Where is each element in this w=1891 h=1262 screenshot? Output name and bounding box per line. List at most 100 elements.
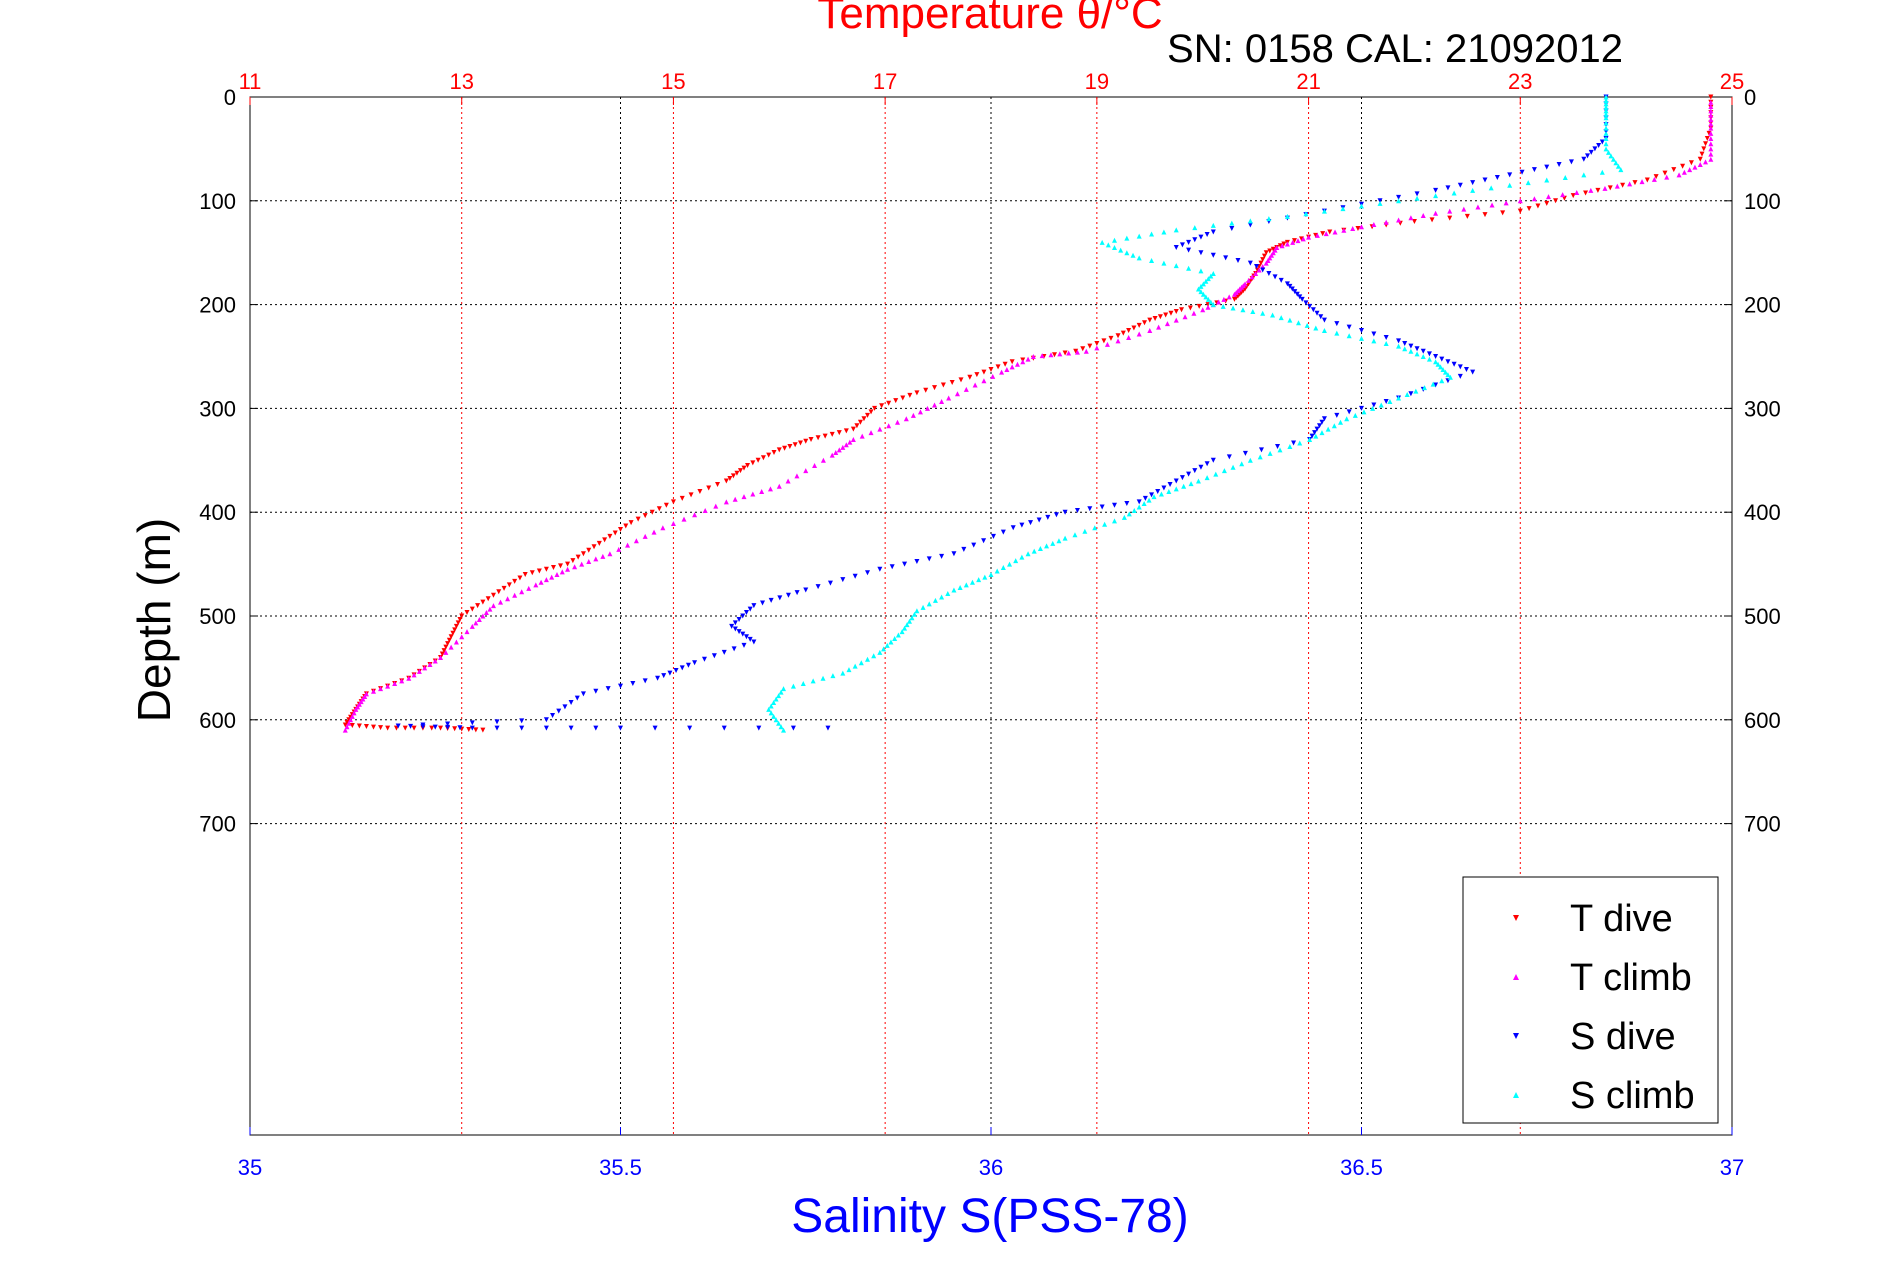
data-point xyxy=(1313,325,1319,331)
data-point xyxy=(1475,204,1481,210)
data-point xyxy=(1588,187,1594,193)
data-point xyxy=(1203,278,1209,284)
data-point xyxy=(1433,187,1439,193)
data-point xyxy=(633,538,639,544)
data-point xyxy=(1681,169,1687,175)
data-point xyxy=(1200,291,1206,297)
data-point xyxy=(1019,522,1025,528)
data-point xyxy=(1708,141,1714,147)
data-point xyxy=(1560,192,1566,198)
data-point xyxy=(649,509,655,515)
data-point xyxy=(1396,198,1402,204)
data-point xyxy=(1009,364,1015,370)
data-point xyxy=(1408,343,1414,349)
data-point xyxy=(981,369,987,375)
data-point xyxy=(1149,231,1155,237)
data-point xyxy=(1414,191,1420,197)
data-point xyxy=(1062,535,1068,541)
data-point xyxy=(565,566,571,572)
data-point xyxy=(692,660,698,666)
data-point xyxy=(771,700,777,705)
data-point xyxy=(586,547,592,553)
data-point xyxy=(1464,213,1470,219)
data-point xyxy=(1338,419,1344,425)
data-point xyxy=(1603,146,1609,152)
data-point xyxy=(1231,296,1237,302)
data-point xyxy=(411,725,417,731)
data-point xyxy=(1115,333,1121,339)
data-point xyxy=(1161,229,1167,235)
data-point xyxy=(596,540,602,546)
temperature-tick-label: 17 xyxy=(873,69,897,94)
data-point xyxy=(776,447,782,453)
y-tick-label-right: 400 xyxy=(1744,500,1781,525)
data-point xyxy=(776,693,782,699)
data-point xyxy=(656,506,662,512)
data-point xyxy=(852,573,858,579)
data-point xyxy=(1074,507,1080,513)
data-point xyxy=(988,366,994,372)
data-point xyxy=(697,488,703,494)
data-point xyxy=(1402,346,1408,352)
data-point xyxy=(1445,372,1451,378)
data-point xyxy=(751,639,757,645)
data-point xyxy=(455,620,461,626)
data-point xyxy=(616,546,622,552)
data-point xyxy=(1235,257,1241,263)
data-point xyxy=(512,578,518,584)
data-point xyxy=(1346,409,1352,415)
data-point xyxy=(1519,169,1525,175)
data-point xyxy=(1242,281,1248,287)
data-point xyxy=(1136,255,1142,261)
data-point xyxy=(1186,471,1192,477)
data-point xyxy=(771,450,777,456)
data-point xyxy=(459,613,465,619)
data-point xyxy=(612,530,618,536)
data-point xyxy=(1676,172,1682,178)
data-point xyxy=(1205,276,1211,282)
data-point xyxy=(1581,172,1587,178)
data-point xyxy=(1267,450,1273,456)
data-point xyxy=(803,587,809,593)
data-point xyxy=(914,608,920,614)
data-point xyxy=(731,646,737,652)
data-point xyxy=(1221,296,1227,302)
data-point xyxy=(1007,561,1013,567)
data-point xyxy=(1118,247,1124,253)
data-point xyxy=(963,582,969,588)
data-point xyxy=(1708,125,1714,131)
data-point xyxy=(618,725,623,731)
data-point xyxy=(480,599,486,605)
data-point xyxy=(360,696,366,702)
data-point xyxy=(1603,130,1609,136)
data-point xyxy=(1223,255,1229,261)
data-point xyxy=(932,385,938,391)
data-point xyxy=(1396,194,1402,200)
data-point xyxy=(946,395,952,401)
data-point xyxy=(982,574,988,580)
data-point xyxy=(1544,164,1550,170)
data-point xyxy=(768,703,774,709)
data-point xyxy=(1613,160,1619,166)
data-point xyxy=(854,423,860,429)
data-point xyxy=(1213,471,1219,477)
data-point xyxy=(1053,512,1059,518)
data-point xyxy=(872,405,878,411)
data-point xyxy=(1413,388,1419,394)
data-point xyxy=(963,386,969,392)
data-point xyxy=(1230,305,1236,311)
data-point xyxy=(519,589,525,595)
data-point xyxy=(602,537,608,543)
data-point xyxy=(1671,167,1677,173)
data-point xyxy=(1639,179,1645,185)
data-point xyxy=(743,634,749,640)
data-point xyxy=(1161,485,1167,491)
data-point xyxy=(1287,317,1293,323)
data-point xyxy=(1291,238,1297,244)
y-tick-label-left: 400 xyxy=(199,500,236,525)
data-point xyxy=(1383,341,1389,347)
data-point xyxy=(1208,273,1214,279)
data-point xyxy=(736,616,742,622)
data-point xyxy=(743,610,749,616)
data-point xyxy=(1147,317,1153,323)
